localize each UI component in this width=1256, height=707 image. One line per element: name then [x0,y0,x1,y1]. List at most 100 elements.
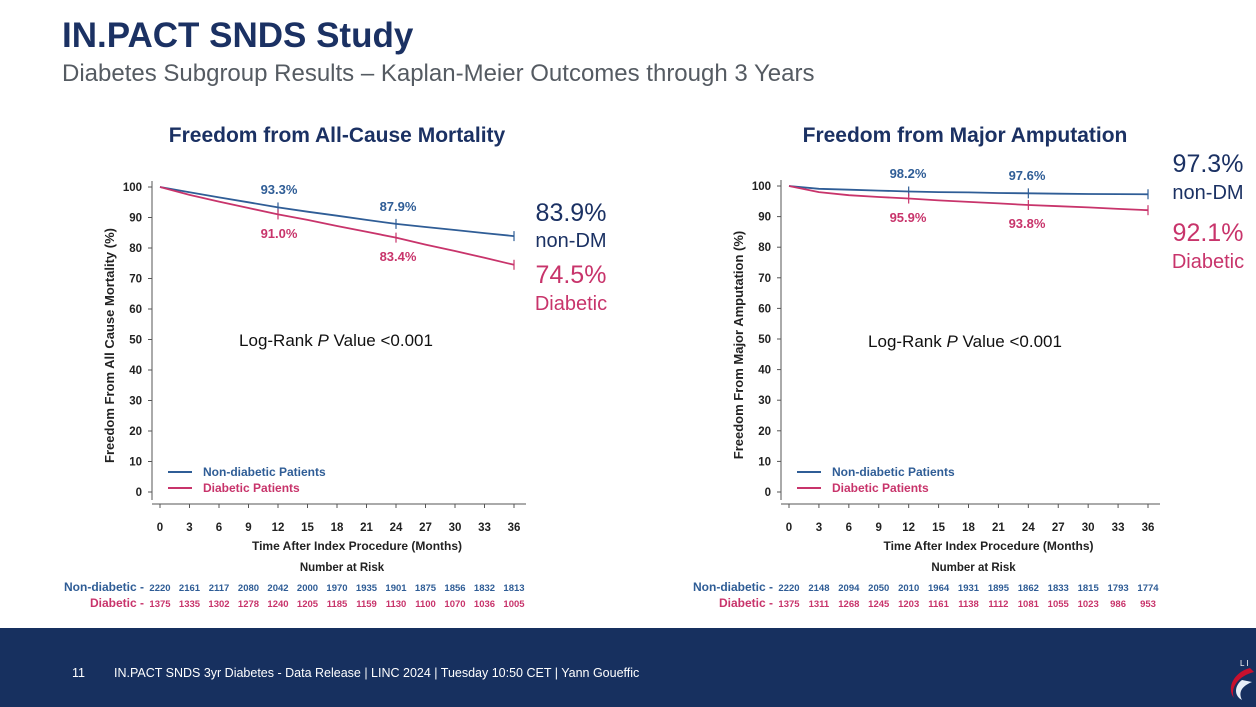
series-line-diabetic [159,186,515,266]
risk-value: 1185 [327,599,348,610]
logrank-text: Log-Rank P Value <0.001 [868,332,1062,351]
data-label-non-dm-12: 98.2% [890,166,927,181]
risk-value: 1375 [149,599,171,610]
x-tick-label: 6 [846,522,852,534]
risk-value: 1375 [778,599,800,610]
series-line-diabetic [788,185,1149,212]
km-chart-2: Freedom from Major Amputation 0 10 20 30 40 50… [693,124,1244,610]
final-label-diabetic: Diabetic [535,293,607,315]
data-label-non-dm-24: 97.6% [1009,168,1046,183]
risk-value: 1774 [1137,583,1159,594]
risk-value: 1875 [415,583,437,594]
y-tick-label: 40 [129,365,142,377]
risk-value: 1205 [297,599,319,610]
y-tick-label: 10 [758,456,771,468]
x-tick-label: 0 [157,522,163,534]
footer-text: IN.PACT SNDS 3yr Diabetes - Data Release… [114,666,640,680]
risk-row-label: Non-diabetic - [693,580,773,594]
x-tick-label: 24 [390,522,403,534]
x-tick-label: 0 [786,522,792,534]
risk-value: 2148 [808,583,829,594]
chart-title: Freedom from All-Cause Mortality [169,124,506,147]
risk-value: 1268 [838,599,859,610]
x-tick-label: 30 [1082,522,1095,534]
chart-title: Freedom from Major Amputation [803,124,1128,147]
risk-value: 1159 [356,599,377,610]
risk-value: 1901 [385,583,407,594]
risk-value: 1815 [1078,583,1100,594]
y-tick-label: 100 [752,181,771,193]
data-label-diabetic-24: 83.4% [380,249,417,264]
svg-text:L I: L I [1240,659,1249,668]
y-tick-label: 20 [758,426,771,438]
risk-value: 1081 [1018,599,1040,610]
y-tick-label: 70 [129,274,142,286]
data-label-non-dm-24: 87.9% [380,199,417,214]
risk-value: 1895 [988,583,1010,594]
risk-value: 1036 [474,599,495,610]
y-tick-label: 0 [136,487,142,499]
linc-logo-icon: L I [1230,659,1254,700]
x-tick-label: 12 [272,522,285,534]
risk-value: 2050 [868,583,889,594]
risk-value: 953 [1140,599,1156,610]
x-tick-label: 27 [1052,522,1065,534]
risk-value: 2220 [149,583,170,594]
y-axis-label: Freedom From All Cause Mortality (%) [102,228,117,463]
y-tick-label: 0 [765,487,771,499]
y-tick-label: 40 [758,365,771,377]
risk-value: 1005 [503,599,525,610]
y-tick-label: 80 [129,243,142,255]
charts-canvas: Freedom from All-Cause Mortality 0 10 20 30 4… [64,124,1244,610]
risk-value: 2042 [267,583,288,594]
number-at-risk-title: Number at Risk [931,562,1016,574]
risk-value: 1862 [1018,583,1039,594]
legend-label: Non-diabetic Patients [203,465,326,479]
series-line-non-diabetic [788,185,1149,196]
risk-value: 1055 [1048,599,1070,610]
risk-value: 1203 [898,599,919,610]
y-tick-label: 60 [129,304,142,316]
risk-value: 2010 [898,583,919,594]
x-tick-label: 33 [1112,522,1125,534]
x-tick-label: 21 [360,522,373,534]
risk-value: 2117 [209,583,230,594]
footer-bar: 11 IN.PACT SNDS 3yr Diabetes - Data Rele… [0,628,1256,707]
risk-value: 1856 [444,583,465,594]
risk-value: 1833 [1048,583,1069,594]
risk-value: 1023 [1078,599,1099,610]
risk-value: 1813 [503,583,524,594]
data-label-diabetic-12: 95.9% [890,210,927,225]
x-tick-label: 18 [962,522,975,534]
final-label-non-dm: non-DM [535,230,606,252]
page-number: 11 [72,666,85,680]
risk-value: 1335 [179,599,201,610]
x-axis-label: Time After Index Procedure (Months) [252,539,462,553]
y-axis-label: Freedom From Major Amputation (%) [731,231,746,459]
risk-value: 1138 [958,599,979,610]
legend-label: Non-diabetic Patients [832,465,955,479]
risk-value: 1964 [928,583,950,594]
risk-value: 1245 [868,599,890,610]
y-tick-label: 90 [758,212,771,224]
risk-value: 2080 [238,583,259,594]
risk-value: 1935 [356,583,378,594]
risk-value: 1161 [928,599,949,610]
x-tick-label: 15 [932,522,945,534]
risk-value: 2000 [297,583,318,594]
x-tick-label: 9 [876,522,882,534]
legend-label: Diabetic Patients [203,481,300,495]
x-tick-label: 21 [992,522,1005,534]
x-tick-label: 6 [216,522,222,534]
logrank-text: Log-Rank P Value <0.001 [239,331,433,350]
risk-value: 1278 [238,599,259,610]
risk-value: 2161 [179,583,201,594]
risk-value: 1931 [958,583,980,594]
x-tick-label: 9 [245,522,251,534]
final-value-diabetic: 92.1% [1173,219,1244,247]
x-tick-label: 24 [1022,522,1035,534]
y-tick-label: 50 [129,335,142,347]
risk-row-label: Diabetic - [90,596,144,610]
risk-value: 2220 [778,583,799,594]
y-tick-label: 50 [758,334,771,346]
